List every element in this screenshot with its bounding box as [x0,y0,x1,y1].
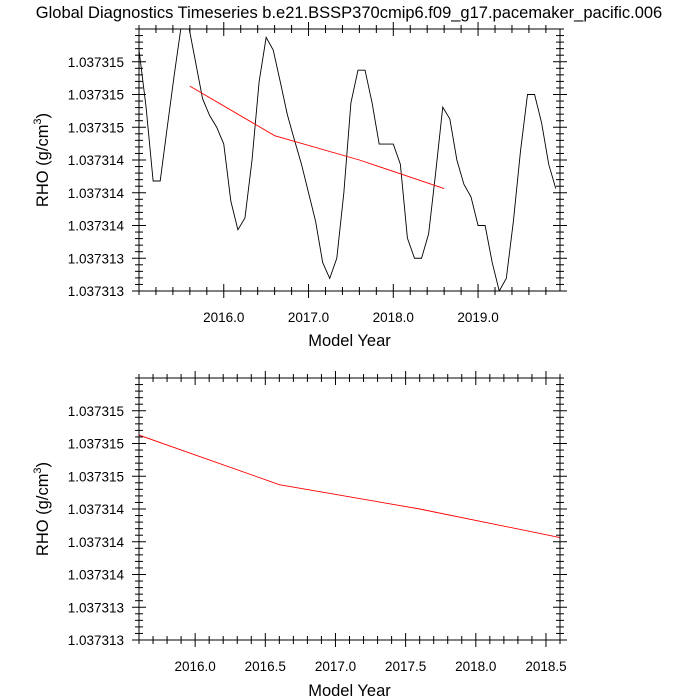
x-tick-label: 2016.5 [245,659,286,674]
y-axis-label-superscript: 3 [32,118,44,124]
y-tick-label: 1.037315 [68,55,124,70]
y-tick-label: 1.037313 [68,633,124,648]
y-tick-label: 1.037315 [68,120,124,135]
y-tick-label: 1.037314 [68,186,125,201]
x-tick-label: 2017.0 [288,310,329,325]
top-panel: 2016.0 2017.0 2018.0 2019.0 1.037313 1.037313… [32,22,567,350]
y-tick-label: 1.037313 [68,284,124,299]
y-axis-label-close: ) [34,113,52,119]
y-tick-label: 1.037313 [68,251,124,266]
x-tick-label: 2017.0 [315,659,356,674]
x-axis-label: Model Year [308,682,391,700]
x-tick-label: 2018.0 [455,659,496,674]
x-tick-label: 2019.0 [457,310,498,325]
plot-frame [138,28,561,292]
y-tick-label: 1.037314 [68,153,125,168]
y-tick-label: 1.037315 [68,469,124,484]
x-tick-label: 2018.0 [373,310,414,325]
series-line-0 [139,29,557,291]
y-axis-label-superscript: 3 [32,467,44,473]
y-tick-label: 1.037314 [68,219,125,234]
x-tick-label: 2016.0 [203,310,244,325]
y-tick-label: 1.037314 [68,535,125,550]
series-line-0 [139,434,560,538]
x-axis-label: Model Year [308,332,391,350]
plot-frame [138,377,561,641]
y-axis-label-close: ) [34,462,52,468]
y-axis-label-main: RHO (g/cm [34,125,52,208]
y-tick-label: 1.037314 [68,568,125,583]
y-tick-label: 1.037315 [68,88,124,103]
x-tick-label: 2016.0 [174,659,215,674]
bottom-panel: 2016.0 2016.5 2017.0 2017.5 2018.0 2018.5 1.03… [32,371,567,700]
y-tick-label: 1.037315 [68,437,124,452]
y-axis-label: RHO (g/cm3) [32,462,52,556]
y-tick-label: 1.037315 [68,404,124,419]
x-tick-label: 2017.5 [385,659,426,674]
y-tick-label: 1.037313 [68,600,124,615]
series-line-1 [189,85,445,189]
x-tick-label: 2018.5 [525,659,566,674]
y-tick-label: 1.037314 [68,502,125,517]
y-axis-label-main: RHO (g/cm [34,474,52,557]
figure-title: Global Diagnostics Timeseries b.e21.BSSP… [36,4,662,22]
y-axis-label: RHO (g/cm3) [32,113,52,207]
